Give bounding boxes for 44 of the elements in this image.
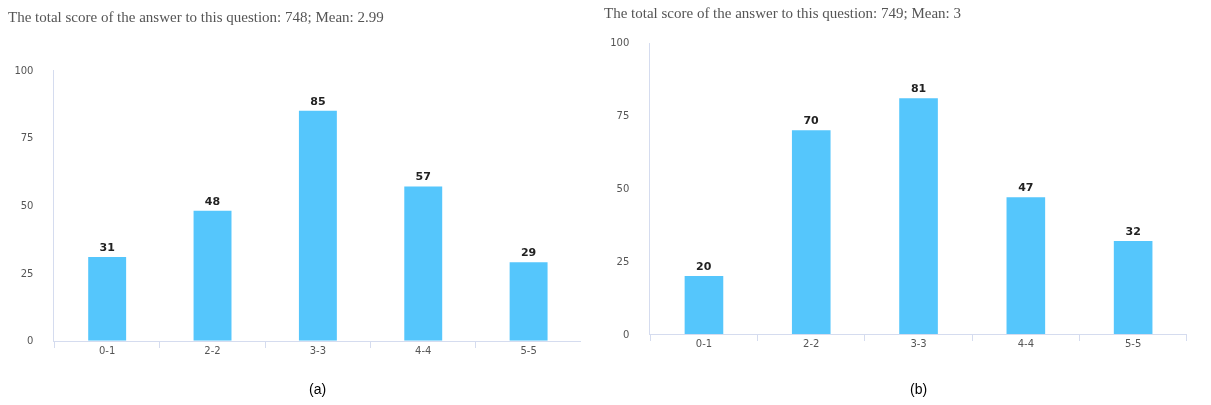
text: (a) xyxy=(309,381,327,397)
y-tick-label: 100 xyxy=(610,37,630,49)
data-label: 32 xyxy=(1125,224,1141,238)
bar xyxy=(509,262,548,341)
bar xyxy=(684,275,724,335)
y-tick-label: 75 xyxy=(616,110,630,122)
chart-title: The total score of the answer to this question: 748; Mean: 2.99 xyxy=(8,9,384,25)
data-label: 57 xyxy=(415,170,431,184)
x-tick-label: 5-5 xyxy=(520,344,537,356)
bar xyxy=(88,256,127,341)
chart-title: The total score of the answer to this question: 749; Mean: 3 xyxy=(604,5,962,21)
data-label: 29 xyxy=(520,246,537,260)
data-label: 48 xyxy=(204,194,221,208)
y-tick-label: 25 xyxy=(616,255,630,267)
x-tick-label: 0-1 xyxy=(99,344,116,356)
x-tick-label: 2-2 xyxy=(803,338,820,350)
x-tick-label: 3-3 xyxy=(309,344,327,356)
data-label: 70 xyxy=(803,114,820,128)
bar xyxy=(1113,240,1153,335)
y-tick-label: 0 xyxy=(622,328,630,340)
y-tick-label: 100 xyxy=(14,64,34,76)
data-label: 20 xyxy=(696,259,712,273)
y-tick-label: 0 xyxy=(27,335,34,347)
bar xyxy=(791,130,831,335)
y-tick-label: 75 xyxy=(20,132,34,144)
x-tick-label: 2-2 xyxy=(204,344,221,356)
text: (b) xyxy=(910,381,928,397)
data-label: 47 xyxy=(1018,181,1034,195)
bar xyxy=(404,186,443,341)
bar xyxy=(899,98,938,335)
data-label: 85 xyxy=(310,94,326,108)
x-tick-label: 3-3 xyxy=(910,338,927,350)
y-tick-label: 50 xyxy=(20,199,34,211)
bar xyxy=(1006,197,1046,335)
y-tick-label: 25 xyxy=(20,267,34,279)
y-tick-label: 50 xyxy=(616,183,630,195)
x-tick-label: 0-1 xyxy=(695,338,713,350)
bar xyxy=(193,210,232,341)
data-label: 31 xyxy=(99,240,115,254)
data-label: 81 xyxy=(910,82,927,96)
x-tick-label: 4-4 xyxy=(415,344,432,356)
x-tick-label: 5-5 xyxy=(1124,338,1142,350)
bar xyxy=(298,110,337,341)
x-tick-label: 4-4 xyxy=(1017,338,1035,350)
